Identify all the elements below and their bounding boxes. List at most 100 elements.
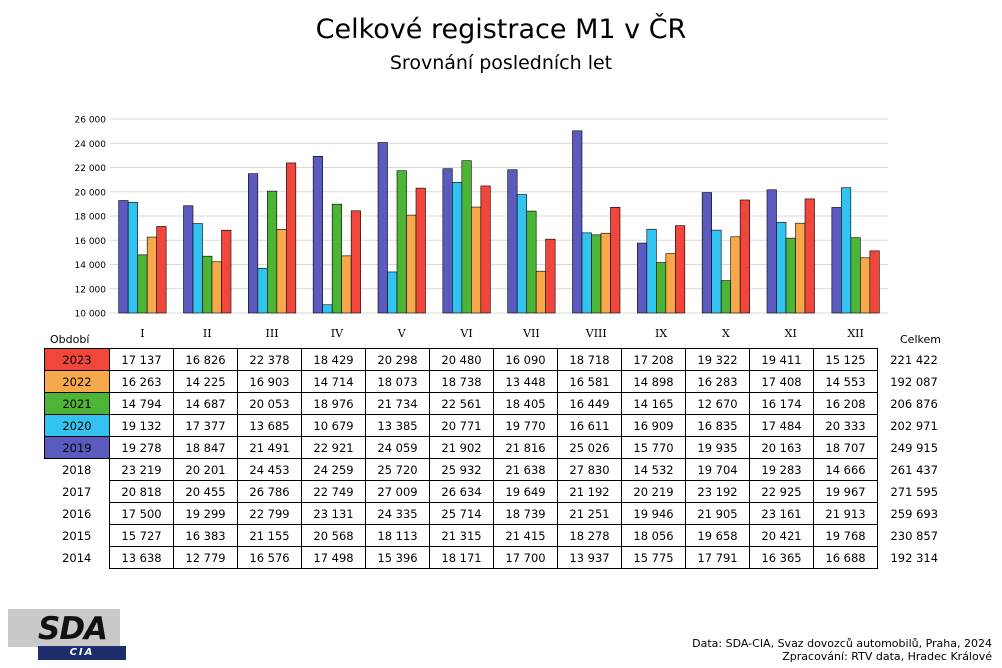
bar-2019-XI xyxy=(766,189,777,314)
value-cell: 21 638 xyxy=(493,458,558,481)
x-tick-label: VII xyxy=(522,327,540,340)
value-cell: 22 561 xyxy=(429,392,494,415)
value-cell: 21 913 xyxy=(813,502,878,525)
x-tick-label: III xyxy=(266,327,279,340)
value-cell: 18 707 xyxy=(813,436,878,459)
value-cell: 16 449 xyxy=(557,392,622,415)
bar-2023-XI xyxy=(804,198,815,314)
table-row: 2020 19 132 17 377 13 685 10 679 13 385 20 771… xyxy=(44,414,945,437)
bar-2020-XI xyxy=(776,221,787,314)
value-cell: 18 405 xyxy=(493,392,558,415)
value-cell: 23 219 xyxy=(109,458,174,481)
value-cell: 24 453 xyxy=(237,458,302,481)
y-tick-label: 14 000 xyxy=(75,261,107,271)
bar-2021-V xyxy=(396,170,407,314)
table-row: 2014 13 638 12 779 16 576 17 498 15 396 18 171… xyxy=(45,546,945,569)
value-cell: 18 718 xyxy=(557,348,622,371)
logo-shadow xyxy=(8,609,120,647)
value-cell: 19 768 xyxy=(813,524,878,547)
value-cell: 22 921 xyxy=(301,436,366,459)
bar-2021-II xyxy=(202,255,213,314)
value-cell: 14 532 xyxy=(621,458,686,481)
value-cell: 16 835 xyxy=(685,414,750,437)
value-cell: 21 816 xyxy=(493,436,558,459)
value-cell: 19 704 xyxy=(685,458,750,481)
bar-2019-VII xyxy=(507,169,518,314)
bar-2021-I xyxy=(137,254,148,314)
value-cell: 16 263 xyxy=(109,370,174,393)
value-cell: 14 898 xyxy=(621,370,686,393)
value-cell: 14 687 xyxy=(173,392,238,415)
y-tick-label: 12 000 xyxy=(75,285,107,295)
value-cell: 15 727 xyxy=(109,524,174,547)
sda-logo: SDA CIA xyxy=(8,609,126,660)
value-cell: 16 611 xyxy=(557,414,622,437)
value-cell: 13 385 xyxy=(365,414,430,437)
value-cell: 19 935 xyxy=(685,436,750,459)
x-tick-label: VI xyxy=(459,327,472,340)
bar-2020-XII xyxy=(841,187,852,314)
value-cell: 17 498 xyxy=(301,546,366,569)
bar-2022-XII xyxy=(860,257,871,314)
bar-2023-XII xyxy=(869,250,880,314)
value-cell: 19 946 xyxy=(621,502,686,525)
value-cell: 16 365 xyxy=(749,546,814,569)
value-cell: 19 658 xyxy=(685,524,750,547)
y-tick-label: 20 000 xyxy=(75,188,107,198)
value-cell: 15 125 xyxy=(813,348,878,371)
bar-2020-III xyxy=(257,268,268,314)
value-cell: 14 794 xyxy=(109,392,174,415)
table-row: 2016 17 500 19 299 22 799 23 131 24 335 25 714… xyxy=(45,502,945,525)
value-cell: 14 165 xyxy=(621,392,686,415)
value-cell: 23 161 xyxy=(749,502,814,525)
year-cell: 2019 xyxy=(44,436,110,459)
value-cell: 21 415 xyxy=(493,524,558,547)
total-cell: 259 693 xyxy=(890,506,939,521)
value-cell: 14 553 xyxy=(813,370,878,393)
bar-2022-VII xyxy=(535,270,546,314)
value-cell: 25 026 xyxy=(557,436,622,459)
value-cell: 22 378 xyxy=(237,348,302,371)
value-cell: 18 429 xyxy=(301,348,366,371)
value-cell: 20 455 xyxy=(173,480,238,503)
bar-2021-VIII xyxy=(591,234,602,314)
bar-chart: 10 000 12 000 14 000 16 000 18 000 20 000 22 0… xyxy=(75,116,888,340)
bar-2023-I xyxy=(156,226,167,314)
chart-subtitle: Srovnání posledních let xyxy=(389,52,613,74)
value-cell: 25 932 xyxy=(429,458,494,481)
bar-2021-X xyxy=(720,280,731,314)
value-cell: 20 771 xyxy=(429,414,494,437)
value-cell: 26 786 xyxy=(237,480,302,503)
bar-2019-I xyxy=(118,200,129,314)
value-cell: 12 670 xyxy=(685,392,750,415)
bar-2022-I xyxy=(146,236,157,314)
value-cell: 16 581 xyxy=(557,370,622,393)
bar-2021-XII xyxy=(850,237,861,314)
value-cell: 20 480 xyxy=(429,348,494,371)
x-tick-label: XI xyxy=(785,327,797,340)
value-cell: 16 090 xyxy=(493,348,558,371)
total-cell: 192 087 xyxy=(890,374,938,389)
value-cell: 13 638 xyxy=(109,546,174,569)
value-cell: 18 976 xyxy=(301,392,366,415)
value-cell: 23 192 xyxy=(685,480,750,503)
value-cell: 27 830 xyxy=(557,458,622,481)
total-cell: 202 971 xyxy=(890,418,938,433)
value-cell: 19 411 xyxy=(749,348,814,371)
value-cell: 19 770 xyxy=(493,414,558,437)
table-row: 2019 19 278 18 847 21 491 22 921 24 059 21 902… xyxy=(44,436,945,459)
value-cell: 23 131 xyxy=(301,502,366,525)
value-cell: 13 937 xyxy=(557,546,622,569)
year-cell: 2018 xyxy=(62,462,92,477)
value-cell: 16 576 xyxy=(237,546,302,569)
year-cell: 2022 xyxy=(44,370,110,393)
x-tick-label: X xyxy=(722,327,730,340)
value-cell: 19 278 xyxy=(109,436,174,459)
bar-2019-III xyxy=(248,173,259,314)
value-cell: 21 902 xyxy=(429,436,494,459)
bar-2020-X xyxy=(711,229,722,314)
value-cell: 13 685 xyxy=(237,414,302,437)
bar-2022-V xyxy=(406,214,417,314)
bar-2021-VI xyxy=(461,160,472,314)
bar-2022-XI xyxy=(795,222,806,314)
